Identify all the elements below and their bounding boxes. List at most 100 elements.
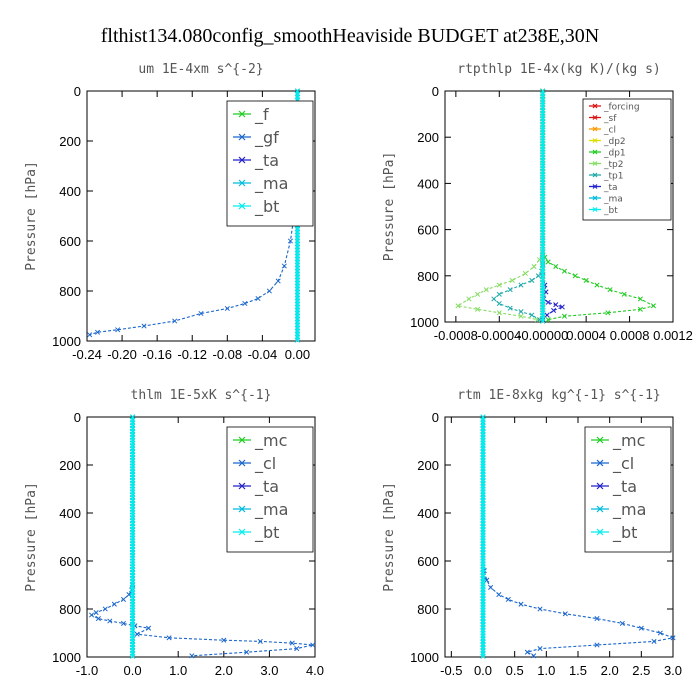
data-point-dp1 — [637, 296, 643, 302]
data-point-tp1 — [491, 296, 497, 302]
legend-marker — [592, 161, 598, 166]
legend-label: _f — [254, 105, 269, 125]
legend-label: _ma — [603, 194, 623, 204]
data-point-gf — [198, 310, 204, 317]
data-point-gf — [141, 323, 147, 329]
plot-frame — [86, 90, 316, 342]
y-tick-label: 200 — [59, 458, 81, 473]
panel-2: rtpthlp 1E-4x(kg K)/(kg s) Pressure [hPa]… — [382, 62, 693, 343]
y-tick-label: 400 — [59, 506, 81, 521]
data-point-cl — [531, 653, 537, 659]
data-point-dp1 — [572, 273, 578, 279]
y-tick-label: 1000 — [410, 315, 439, 330]
data-point-tp2 — [496, 310, 502, 316]
legend-label: _bt — [612, 523, 637, 543]
legend-marker — [596, 505, 604, 513]
plot-frame — [444, 416, 674, 658]
x-tick-label: 0.0 — [124, 663, 142, 678]
x-tick-label: 1.0 — [537, 663, 555, 678]
y-tick-label: 600 — [59, 554, 81, 569]
x-tick-label: -0.12 — [177, 347, 207, 362]
y-tick-label: 0 — [432, 84, 439, 99]
data-point-cl — [189, 653, 195, 659]
data-point-cl — [95, 616, 101, 622]
data-point-bt — [294, 337, 301, 343]
data-point-cl — [134, 631, 140, 637]
legend-marker — [592, 103, 598, 109]
x-tick-label: 3.0 — [260, 663, 278, 678]
data-point-cl — [537, 606, 543, 612]
panel-title: rtm 1E-8xkg kg^{-1} s^{-1} — [457, 388, 661, 403]
panel-1: um 1E-4xm s^{-2} Pressure [hPa] 0 200 400 600… — [24, 62, 316, 362]
x-tick-label: -0.04 — [248, 347, 278, 362]
data-point-cl — [310, 642, 316, 648]
series-line-tp2 — [456, 91, 544, 321]
y-tick-label: 800 — [59, 602, 81, 617]
x-tick-label: 3.0 — [664, 663, 682, 678]
y-tick-label: 600 — [417, 554, 439, 569]
series-line-tp1 — [493, 91, 544, 321]
y-axis-label: Pressure [hPa] — [382, 152, 397, 262]
x-tick-label: 2.5 — [632, 663, 650, 678]
legend-label: _tp1 — [603, 171, 623, 181]
data-point-cl — [594, 642, 600, 648]
data-point-cl — [537, 646, 543, 652]
legend-marker — [238, 110, 246, 118]
plot-frame — [86, 416, 316, 658]
legend-marker — [238, 436, 246, 444]
data-point-dp1 — [637, 306, 643, 312]
data-point-tp2 — [509, 277, 515, 283]
legend-label: _bt — [254, 523, 279, 543]
legend-label: _cl — [603, 125, 616, 135]
x-tick-label: 0.0008 — [610, 328, 650, 343]
data-point-tp1 — [507, 305, 513, 311]
data-point-cl — [524, 649, 530, 655]
data-point-cl — [289, 640, 295, 646]
data-point-gf — [255, 295, 261, 302]
x-tick-label: -0.00000 — [517, 328, 568, 343]
data-point-tp2 — [466, 296, 472, 302]
x-tick-label: 2.0 — [601, 663, 619, 678]
data-point-tp1 — [496, 300, 502, 307]
legend-marker — [596, 528, 604, 536]
data-point-cl — [120, 620, 127, 626]
figure-title: flthist134.080config_smoothHeaviside BUD… — [101, 25, 599, 47]
data-point-cl — [126, 592, 132, 598]
y-tick-label: 800 — [417, 269, 439, 284]
legend-label: _gf — [254, 128, 279, 148]
series-line-cl — [90, 417, 313, 657]
data-point-cl — [484, 577, 490, 583]
legend-marker — [596, 436, 604, 444]
data-point-cl — [518, 601, 524, 607]
legend-marker — [238, 133, 246, 141]
x-tick-label: -0.24 — [72, 347, 102, 362]
x-tick-label: -0.08 — [212, 347, 242, 362]
data-point-dp1 — [594, 282, 600, 288]
x-tick-label: -0.0008 — [434, 328, 478, 343]
data-point-cl — [111, 601, 117, 607]
legend-marker — [238, 528, 246, 536]
x-tick-label: -0.20 — [107, 347, 137, 362]
data-point-tp2 — [534, 317, 540, 323]
x-tick-label: 0.0004 — [566, 328, 606, 343]
legend-label: _ma — [612, 500, 646, 520]
data-point-ta — [543, 289, 549, 295]
data-point-tp2 — [483, 287, 489, 293]
y-tick-label: 400 — [59, 184, 81, 199]
data-point-dp1 — [605, 310, 611, 316]
data-point-cl — [93, 610, 99, 616]
y-tick-label: 400 — [417, 506, 439, 521]
data-point-dp1 — [621, 291, 627, 297]
legend-marker — [592, 195, 598, 201]
y-tick-label: 600 — [59, 234, 81, 249]
data-point-cl — [562, 611, 568, 617]
data-point-cl — [89, 612, 95, 618]
legend-label: _ta — [254, 151, 279, 171]
x-tick-label: 1.0 — [169, 663, 187, 678]
y-axis-label: Pressure [hPa] — [24, 482, 39, 592]
x-tick-label: 0.0012 — [653, 328, 693, 343]
data-point-cl — [257, 638, 263, 644]
data-point-cl — [102, 606, 108, 612]
x-tick-label: 2.0 — [215, 663, 233, 678]
data-point-gf — [287, 238, 293, 244]
